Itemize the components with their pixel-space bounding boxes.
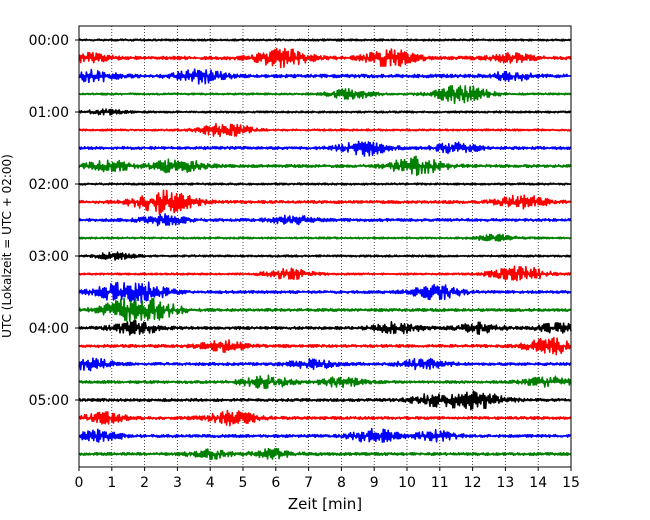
trace-0315 — [78, 265, 572, 282]
y-axis-ticks: 00:00 01:00 02:00 03:00 04:00 05:00 — [29, 33, 79, 409]
trace-0430 — [78, 357, 572, 372]
trace-0145 — [78, 155, 572, 177]
y-tick-label: 02:00 — [29, 177, 69, 193]
x-tick-label: 13 — [496, 475, 514, 491]
x-tick-label: 9 — [370, 475, 379, 491]
x-tick-label: 2 — [140, 475, 149, 491]
trace-0300 — [78, 251, 572, 261]
y-axis-title: UTC (Lokalzeit = UTC + 02:00) — [0, 154, 14, 338]
trace-0515 — [78, 409, 572, 427]
y-tick-label: 03:00 — [29, 249, 69, 265]
y-tick-label: 05:00 — [29, 393, 69, 409]
x-tick-label: 8 — [337, 475, 346, 491]
x-tick-label: 14 — [529, 475, 547, 491]
trace-group — [78, 38, 572, 461]
x-tick-label: 3 — [173, 475, 182, 491]
trace-0045 — [78, 84, 572, 105]
trace-0530 — [78, 427, 572, 443]
trace-0230 — [78, 213, 572, 227]
trace-0500 — [78, 390, 572, 411]
x-tick-label: 12 — [464, 475, 482, 491]
x-axis-ticks: 0 1 2 3 4 5 6 7 8 9 10 11 12 13 14 15 — [75, 467, 580, 491]
x-tick-label: 1 — [107, 475, 116, 491]
x-tick-label: 0 — [75, 475, 84, 491]
trace-0115 — [78, 122, 572, 138]
x-tick-label: 10 — [398, 475, 416, 491]
trace-0130 — [78, 140, 572, 157]
x-tick-label: 5 — [239, 475, 248, 491]
plot-frame — [78, 25, 572, 468]
trace-0245 — [78, 233, 572, 242]
trace-0215 — [78, 189, 572, 215]
x-tick-label: 7 — [304, 475, 313, 491]
y-tick-label: 04:00 — [29, 321, 69, 337]
trace-0015 — [78, 47, 572, 69]
x-tick-label: 11 — [431, 475, 449, 491]
trace-0445 — [78, 374, 572, 390]
trace-0100 — [78, 108, 572, 116]
trace-0200 — [78, 182, 572, 186]
trace-0345 — [78, 297, 572, 323]
trace-0545 — [78, 447, 572, 461]
y-tick-label: 00:00 — [29, 33, 69, 49]
trace-0000 — [78, 38, 572, 42]
x-tick-label: 6 — [271, 475, 280, 491]
x-axis-title: Zeit [min] — [288, 495, 362, 513]
trace-0330 — [78, 281, 572, 304]
trace-0415 — [78, 336, 572, 356]
y-tick-label: 01:00 — [29, 105, 69, 121]
x-tick-label: 15 — [562, 475, 580, 491]
trace-0030 — [78, 68, 572, 85]
x-tick-label: 4 — [206, 475, 215, 491]
trace-0400 — [78, 319, 572, 336]
